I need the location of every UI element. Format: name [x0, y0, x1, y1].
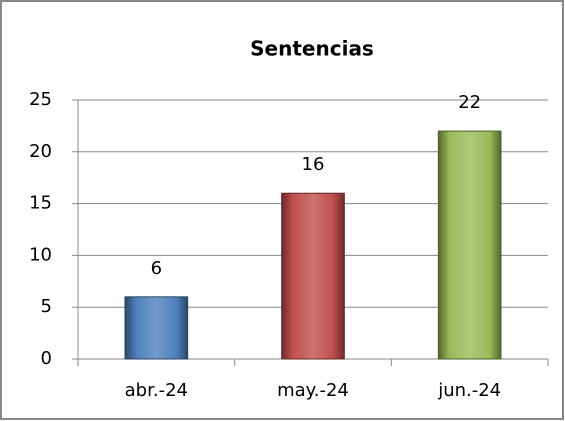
data-label: 16 — [302, 154, 325, 175]
y-tick-label: 25 — [29, 89, 52, 110]
bar — [437, 130, 502, 360]
x-tick-label: abr.-24 — [125, 380, 188, 401]
bar — [281, 192, 345, 360]
y-tick-label: 5 — [41, 296, 52, 317]
chart-title: Sentencias — [250, 37, 374, 61]
y-tick-label: 10 — [29, 244, 52, 265]
x-tick-label: may.-24 — [277, 380, 349, 401]
y-tick-label: 20 — [29, 141, 52, 162]
y-tick-label: 15 — [29, 193, 52, 214]
data-label: 22 — [458, 92, 481, 113]
y-tick-label: 0 — [41, 348, 52, 369]
bar — [124, 296, 189, 360]
x-tick-label: jun.-24 — [437, 380, 501, 401]
data-label: 6 — [151, 258, 162, 279]
